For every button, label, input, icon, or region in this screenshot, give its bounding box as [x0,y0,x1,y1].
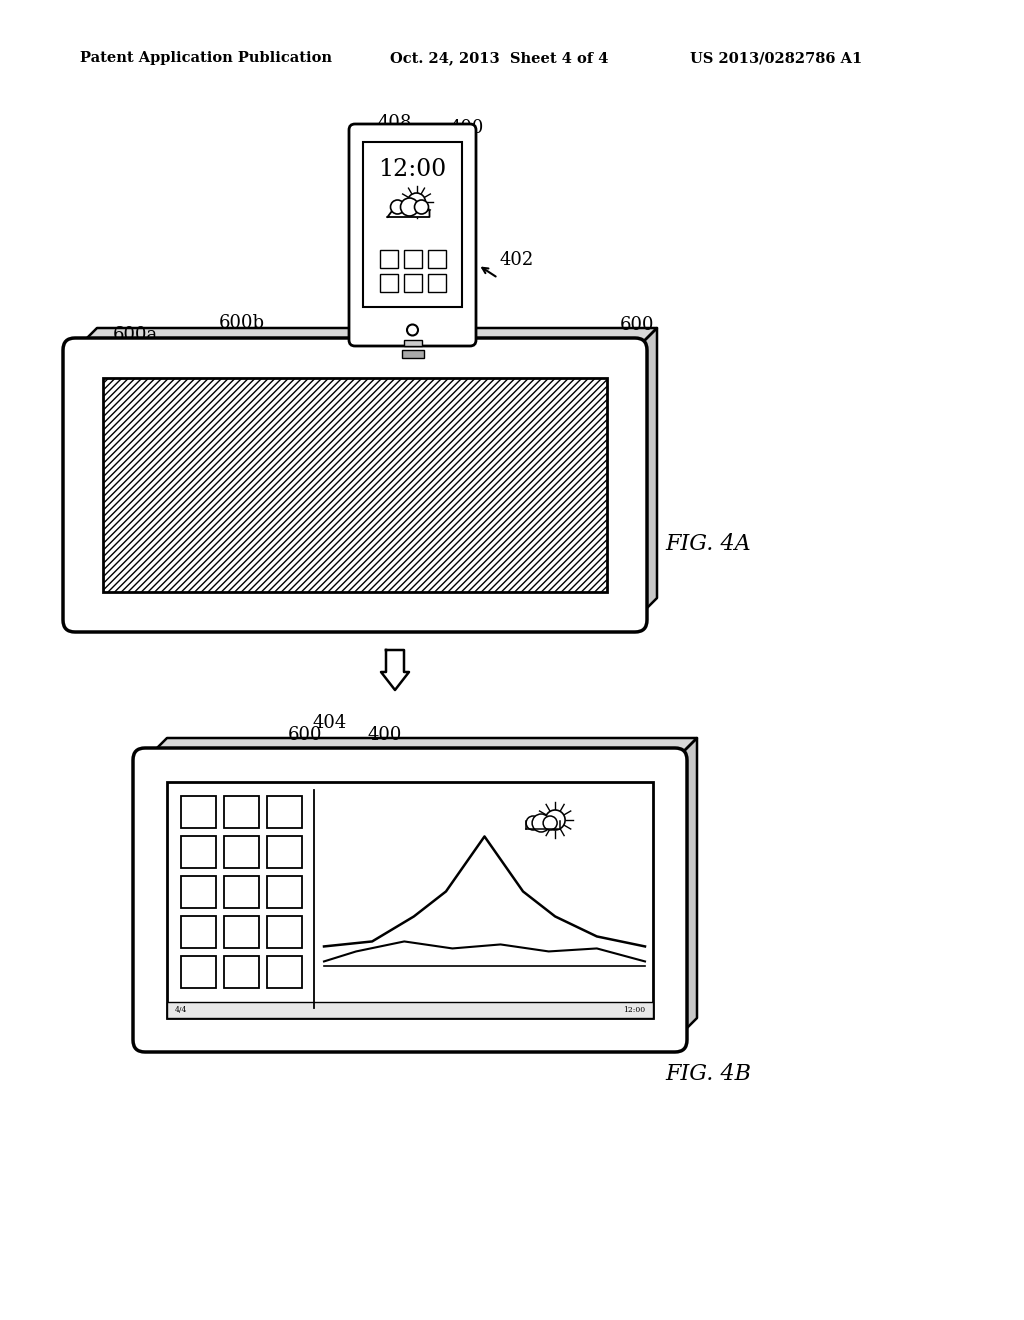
Circle shape [545,810,565,830]
Text: FIG. 4B: FIG. 4B [665,1063,751,1085]
Bar [167,1002,653,1018]
Bar [267,916,302,948]
Text: FIG. 4A: FIG. 4A [665,533,751,554]
Bar [267,836,302,869]
Bar [403,341,422,346]
Bar [224,836,259,869]
Bar [403,275,422,292]
Polygon shape [675,738,697,1040]
Bar [427,275,445,292]
Bar [401,350,424,358]
Circle shape [400,198,419,216]
Circle shape [532,814,550,832]
Bar [103,378,607,591]
Polygon shape [75,327,657,350]
Text: 600: 600 [620,315,654,334]
Bar [403,249,422,268]
Text: 4/4: 4/4 [175,1006,187,1014]
Text: 602: 602 [590,441,625,459]
Circle shape [526,816,540,830]
Text: 400: 400 [368,726,402,744]
Circle shape [543,816,557,830]
Text: Oct. 24, 2013  Sheet 4 of 4: Oct. 24, 2013 Sheet 4 of 4 [390,51,608,65]
Bar [427,249,445,268]
Bar [224,916,259,948]
Bar [362,143,462,308]
Bar [224,876,259,908]
Text: 600: 600 [288,726,323,744]
Bar [181,796,216,828]
Text: 400: 400 [450,119,484,137]
Text: 12:00: 12:00 [623,1006,645,1014]
Bar [267,796,302,828]
Circle shape [390,201,404,214]
Bar [267,956,302,987]
Bar [267,876,302,908]
FancyBboxPatch shape [63,338,647,632]
Text: Patent Application Publication: Patent Application Publication [80,51,332,65]
Text: 600b: 600b [219,314,265,333]
Polygon shape [381,649,409,690]
Polygon shape [387,201,429,216]
Polygon shape [635,327,657,620]
Bar [181,876,216,908]
Text: 404: 404 [313,714,347,733]
Bar [103,378,607,591]
Circle shape [415,201,428,214]
Bar [380,275,397,292]
Text: 12:00: 12:00 [379,158,446,181]
FancyBboxPatch shape [349,124,476,346]
Bar [526,821,560,829]
Text: 206: 206 [373,616,408,634]
Polygon shape [324,837,645,946]
Text: US 2013/0282786 A1: US 2013/0282786 A1 [690,51,862,65]
Bar [167,781,653,1018]
Bar [181,956,216,987]
Text: 402: 402 [500,251,535,269]
Bar [181,916,216,948]
Text: 408: 408 [378,114,413,132]
Bar [181,836,216,869]
Bar [224,956,259,987]
Bar [224,796,259,828]
Bar [380,249,397,268]
Text: 600a: 600a [113,326,158,345]
Polygon shape [145,738,697,760]
FancyBboxPatch shape [133,748,687,1052]
